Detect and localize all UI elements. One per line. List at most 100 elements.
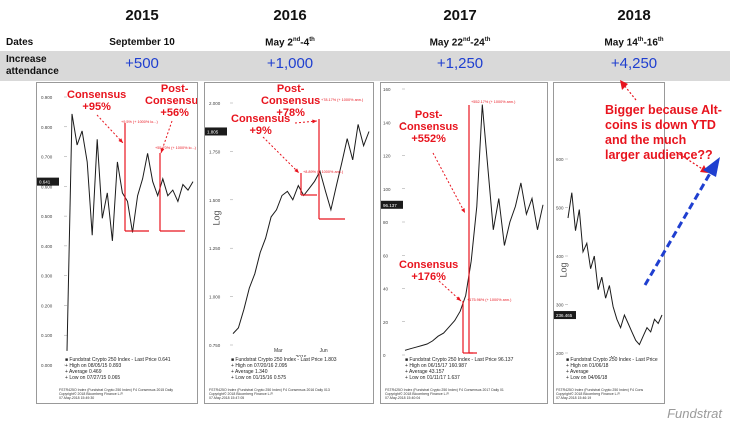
post-consensus-2017-arrow-arrowhead [461,208,465,213]
post-consensus-2017-arrow-dashed-line [432,152,466,214]
y-tick-label: 0.900 [41,95,53,100]
chart-2017-svg: 160140120100806040200MarJunSep201796.137… [381,87,544,371]
chart-2015-svg: 0.900 0.800 0.700 0.600 0.500 0.400 0.300 0.200… [37,95,197,381]
consensus-2017-arrow-arrowhead [456,296,461,301]
footer-2017: FSTR425O Index (Fundstrat Crypto 250 Ind… [385,388,504,400]
post-consensus-2016-gain: +78.17% (+ 1000% ann.) [321,98,364,102]
post-consensus-2016-arrow-arrowhead [312,119,317,124]
y-tick-label: 0.500 [41,214,53,219]
consensus-2016-label: Consensus +9% [231,113,291,137]
x-tick-label: Jun [320,348,328,354]
last-price-tag [205,127,227,136]
consensus-2015-arrow-arrowhead [118,138,123,143]
y-tick-label: 0.700 [41,155,53,160]
last-price-tag [381,200,403,209]
y-tick-label: 40 [383,287,389,292]
legend-2017: ■ Fundstrat Crypto 250 Index - Last Pric… [405,357,545,381]
y-tick-label: 1.750 [209,149,221,154]
post-consensus-2015-gain: +55.70% (+ 1000% lo...) [155,146,197,150]
consensus-2016-arrow-arrowhead [294,168,299,173]
year-2016: 2016 [273,7,307,24]
legend-2016: ■ Fundstrat Crypto 250 Index - Last Pric… [231,357,371,381]
y-tick-label: 600 [556,157,564,162]
consensus-2015-label: Consensus +95% [67,89,127,113]
brand-logo: Fundstrat [667,406,722,421]
post-consensus-2017-gain: +552.17% (+ 1000% ann.) [471,100,516,104]
last-price-tag [554,311,576,320]
x-tick-label: Mar [274,348,283,354]
chart-2017: 160140120100806040200MarJunSep201796.137… [380,82,548,404]
y-tick-label: 300 [556,303,564,308]
dates-label: Dates [6,37,34,48]
y-tick-label: 120 [383,154,391,159]
chart-2016-svg: 2.0001.7501.5001.2501.0000.750MarJun2016… [205,98,370,361]
red-arrow-2018-line [623,84,637,101]
post-consensus-2015-label: Post-Consensus+56% [145,83,198,119]
y-tick-label: 0 [383,353,386,358]
increase-2016: +1,000 [266,55,314,72]
increase-2017: +1,250 [436,55,484,72]
y-tick-label: 0.400 [41,244,53,249]
legend-2015: ■ Fundstrat Crypto 250 Index - Last Pric… [65,357,195,381]
red-arrow-2018b-line [675,151,705,171]
series-line [404,104,544,351]
red-arrow-2018-head [620,80,628,90]
last-price-label: 1.805 [207,129,219,134]
consensus-2016-gain: +8.89% (+ 1000% ann.) [303,170,344,174]
increase-2015: +500 [125,55,159,72]
consensus-2017-label: Consensus +176% [399,259,459,283]
y-tick-label: 1.000 [209,295,221,300]
series-line [567,192,663,346]
date-2018: May 14th-16th [604,37,664,49]
y-tick-label: 500 [556,206,564,211]
increase-2018: +4,250 [610,55,658,72]
y-tick-label: 1.500 [209,198,221,203]
post-consensus-2015-arrow-dashed-line [160,120,173,154]
y-tick-label: 140 [383,120,391,125]
last-price-label: 96.137 [383,203,397,208]
year-2017: 2017 [443,7,477,24]
y-tick-label: 0.300 [41,274,53,279]
annotation-2018: Bigger because Alt-coins is down YTD and… [605,103,722,162]
date-2016: May 2nd-4th [265,37,315,49]
consensus-2015-gain: +9.5% (+ 1000% lo...) [121,120,158,124]
date-2017: May 22nd-24th [429,37,491,49]
increase-attendance-label: Increase attendance [6,54,59,77]
footer-2016: FSTR425O Index (Fundstrat Crypto 250 Ind… [209,388,330,400]
y-tick-label: 160 [383,87,391,92]
y-tick-label: 0.800 [41,125,53,130]
chart-2016: 2.0001.7501.5001.2501.0000.750MarJun2016… [204,82,374,404]
last-price-label: 236.465 [556,313,573,318]
footer-2015: FSTR425O Index (Fundstrat Crypto 250 Ind… [59,388,173,400]
post-consensus-2016-label: Post- Consensus +78% [261,83,321,119]
attendance-band [0,51,730,81]
y-tick-label: 80 [383,220,389,225]
y-tick-label: 200 [556,351,564,356]
last-price-tag [37,177,59,186]
y-tick-label: 1.250 [209,246,221,251]
footer-2018: FSTR425O Index (Fundstrat Crypto 250 Ind… [556,388,644,400]
y-tick-label: 20 [383,320,389,325]
y-tick-label: 0.200 [41,303,53,308]
post-consensus-2015-arrow-arrowhead [160,148,165,153]
y-tick-label: 60 [383,253,389,258]
consensus-2017-gain: +175.96% (+ 1000% ann.) [467,298,512,302]
y-tick-label: 0.750 [209,343,221,348]
consensus-2017-arrow-dashed-line [438,280,462,302]
year-2018: 2018 [617,7,651,24]
y-tick-label: 100 [383,187,391,192]
last-price-label: 0.641 [39,180,51,185]
y-tick-label: 0.100 [41,333,53,338]
legend-2018: ■ Fundstrat Crypto 250 Index - Last Pric… [566,357,664,381]
y-tick-label: 400 [556,254,564,259]
blue-projection-arrowhead [703,157,720,177]
consensus-2016-arrow-dashed-line [262,136,300,174]
y-tick-label: 0.000 [41,363,53,368]
y-tick-label: 2.000 [209,101,221,106]
date-2015: September 10 [109,37,175,48]
post-consensus-2017-label: Post- Consensus +552% [399,109,459,145]
chart-2018: 600500400300200Mar2018236.465 Log ■ Fund… [553,82,665,404]
series-line [66,113,194,351]
chart-2015: 0.900 0.800 0.700 0.600 0.500 0.400 0.300 0.200… [36,82,198,404]
